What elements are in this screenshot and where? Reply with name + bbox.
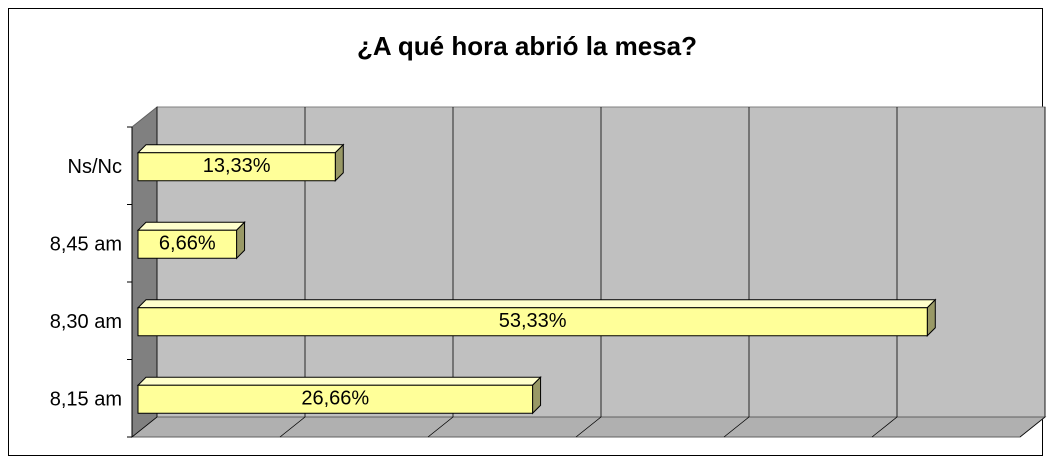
bar-top [136, 221, 246, 231]
y-tick-label: 8,15 am [50, 389, 122, 411]
data-label: 6,66% [159, 233, 216, 255]
bar-front [137, 229, 238, 259]
data-label: 26,66% [301, 388, 369, 410]
bar-top [136, 376, 542, 386]
bar-front [137, 152, 336, 182]
floor-grid-line [871, 416, 898, 438]
bar [136, 143, 345, 182]
bar [136, 298, 937, 337]
chart-title: ¿A qué hora abrió la mesa? [357, 31, 697, 61]
bar-front [137, 384, 534, 414]
bar-top [136, 144, 345, 154]
floor-grid-line [575, 416, 602, 438]
data-label: 53,33% [499, 310, 567, 332]
y-tick-label: 8,30 am [50, 311, 122, 333]
y-tick-label: 8,45 am [50, 234, 122, 256]
data-label: 13,33% [203, 155, 271, 177]
bar-front [137, 307, 928, 337]
floor-grid-line [131, 416, 158, 438]
bar [136, 376, 542, 415]
floor-grid-line [723, 416, 750, 438]
floor-grid-line [427, 416, 454, 438]
bar [136, 221, 246, 260]
bar-top [136, 299, 937, 309]
y-tick-label: Ns/Nc [68, 156, 122, 178]
floor-grid-line [279, 416, 306, 438]
plot-area: 8,15 am 26,66% 8,30 am 53,33% 8,45 am 6,66% Ns… [50, 105, 1047, 439]
floor-grid-line [1019, 416, 1046, 438]
